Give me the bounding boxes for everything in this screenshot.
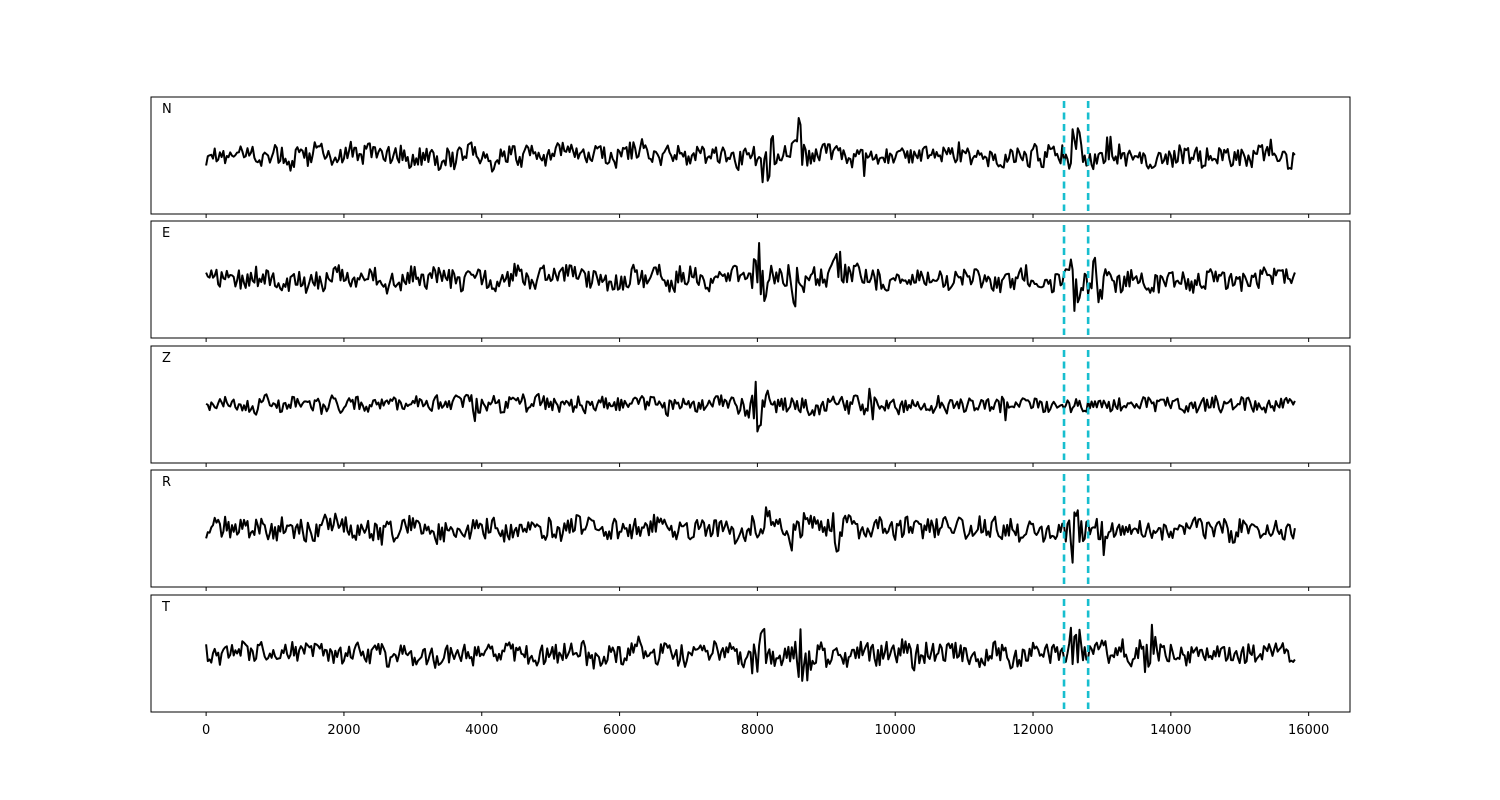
waveform-z — [205, 380, 1296, 433]
x-tick-label: 6000 — [603, 723, 636, 738]
waveform-n — [205, 117, 1296, 184]
x-tick-label: 14000 — [1150, 723, 1191, 738]
panel-e: E — [150, 220, 1351, 342]
panel-r: R — [150, 469, 1351, 591]
panel-t: T — [150, 594, 1351, 716]
channel-label: E — [162, 226, 170, 241]
channel-label: N — [162, 102, 172, 117]
channel-label: T — [161, 600, 170, 615]
panel-frame — [150, 469, 1351, 588]
panel-z: Z — [150, 345, 1351, 467]
waveform-r — [205, 506, 1296, 564]
waveform-e — [205, 242, 1296, 312]
panel-frame — [150, 96, 1351, 215]
x-axis: 0 2000 4000 6000 8000 10000 12000 14000 16000 — [202, 723, 1329, 738]
channel-label: R — [162, 475, 171, 490]
x-tick-label: 10000 — [875, 723, 916, 738]
channel-label: Z — [162, 351, 171, 366]
x-tick-label: 4000 — [465, 723, 498, 738]
x-tick-label: 16000 — [1288, 723, 1329, 738]
x-tick-label: 2000 — [327, 723, 360, 738]
x-tick-label: 0 — [202, 723, 210, 738]
panel-n: N — [150, 96, 1351, 218]
waveform-t — [205, 623, 1296, 682]
x-tick-label: 12000 — [1012, 723, 1053, 738]
panel-frame — [150, 345, 1351, 464]
x-tick-label: 8000 — [741, 723, 774, 738]
panels-group: N E Z R T — [150, 96, 1351, 716]
panel-frame — [150, 594, 1351, 713]
panel-frame — [150, 220, 1351, 339]
